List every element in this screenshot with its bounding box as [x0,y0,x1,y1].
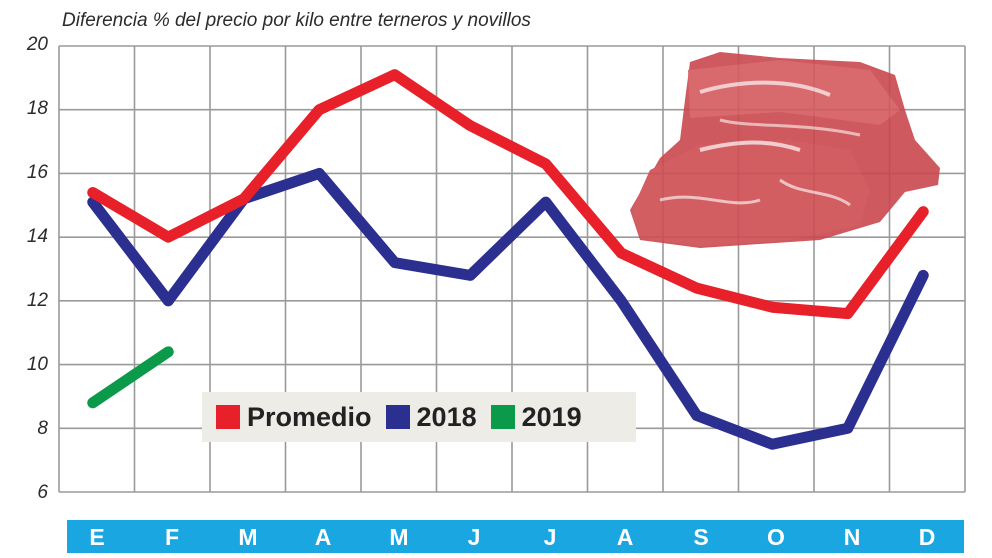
month-axis-bar: E F M A M J J A S O N D [67,520,964,553]
y-tick: 8 [37,418,48,439]
x-tick-month: E [89,524,105,550]
y-tick: 10 [26,354,48,375]
y-tick: 18 [26,98,48,119]
x-tick-month: D [918,524,936,550]
legend: Promedio 2018 2019 [202,392,636,442]
y-tick: 14 [26,226,48,247]
x-tick-month: J [543,524,557,550]
x-tick-month: A [616,524,634,550]
series-line-promedio [87,69,929,320]
x-tick-month: N [843,524,861,550]
series-line-2019 [87,346,174,409]
legend-label: 2019 [521,401,582,432]
legend-item-2018: 2018 [385,401,477,433]
y-tick: 6 [37,482,48,503]
legend-swatch-red [216,405,240,429]
x-tick-month: O [767,524,785,550]
legend-label: 2018 [416,401,477,432]
x-tick-month: S [693,524,709,550]
legend-item-2019: 2019 [490,401,582,433]
legend-swatch-green [490,405,515,429]
x-tick-month: J [467,524,481,550]
x-tick-month: F [164,524,180,550]
legend-swatch-blue [385,405,410,429]
y-tick: 20 [26,34,48,55]
legend-item-promedio: Promedio [216,402,372,433]
y-tick: 16 [26,162,48,183]
x-tick-month: M [389,524,409,550]
y-tick: 12 [26,290,48,311]
x-tick-month: A [314,524,332,550]
raw-beef-steaks-icon [630,52,940,248]
chart-title: Diferencia % del precio por kilo entre t… [62,10,531,31]
series-line-2018 [87,167,929,450]
data-series [87,69,929,450]
legend-label: Promedio [247,401,372,432]
x-tick-month: M [238,524,258,550]
